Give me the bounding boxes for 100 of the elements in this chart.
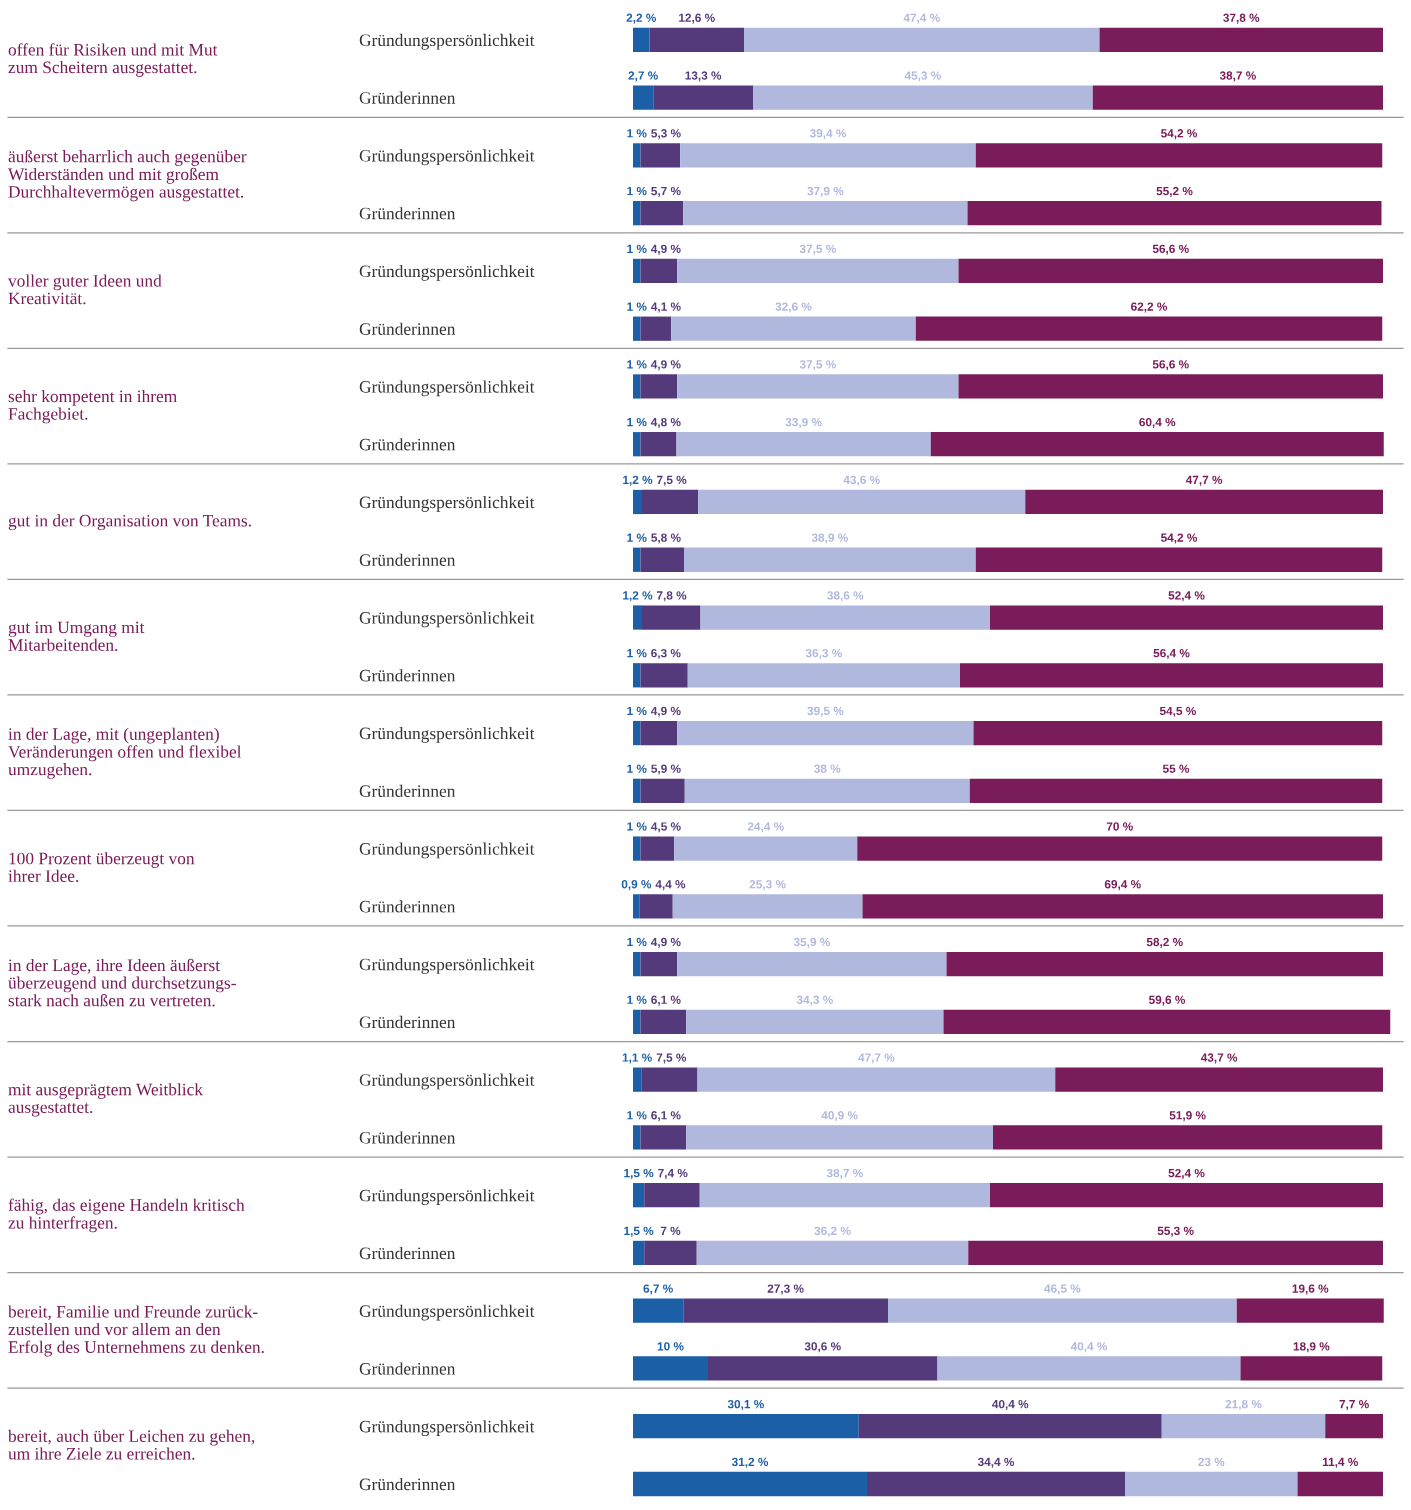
data-label: 1 % [627,186,647,196]
data-label: 4,9 % [650,706,681,717]
data-label: 4,9 % [650,360,681,371]
y-tick-label: Gründerinnen [359,1246,456,1260]
bar [633,720,641,746]
bar [1325,1414,1383,1439]
data-label: 4,9 % [650,244,681,255]
y-tick-label: Gründungspersönlichkeit [359,842,535,859]
bar [633,605,642,630]
bar [674,836,858,861]
data-label: 36,3 % [805,648,842,660]
bar [633,143,641,168]
bar [640,836,675,861]
bar [633,1240,645,1266]
bar [1236,1298,1384,1323]
data-label: 1 % [627,533,647,542]
bar [640,720,678,746]
data-label: 7,5 % [657,475,687,486]
data-label: 4,9 % [650,937,681,948]
data-label: 54,2 % [1160,533,1198,544]
data-label: 56,6 % [1152,360,1189,371]
data-label: 54,5 % [1159,706,1196,717]
data-label: 31,2 % [731,1457,769,1468]
bar [696,1240,969,1266]
y-tick-label: Gründungspersönlichkeit [359,958,535,974]
bar [633,201,641,226]
data-label: 46,5 % [1044,1284,1081,1295]
bar [644,1183,700,1208]
bar [653,85,753,110]
y-tick-label: Gründerinnen [359,900,456,913]
bar [633,1183,645,1208]
data-label: 38,7 % [826,1168,863,1179]
text: in der Lage, mit (ungeplanten) Veränderungen offen und flexibel umzugehen. [8,727,242,779]
y-tick-label: Gründerinnen [359,1015,456,1029]
data-label: 33,9 % [785,417,822,428]
data-label: 55,2 % [1156,186,1193,197]
bar [677,258,959,284]
y-tick-label: Gründungspersönlichkeit [359,611,535,628]
y-tick-label: Gründerinnen [359,669,456,682]
bar [633,258,641,284]
text: bereit, auch über Leichen zu gehen, um ihre Ziele zu erreichen. [8,1429,255,1460]
bar [633,489,642,515]
bar [687,663,960,688]
bar [676,432,931,457]
data-label: 55,3 % [1157,1226,1194,1237]
data-label: 1,1 % [622,1053,652,1064]
data-label: 7,4 % [658,1168,688,1179]
text: gut in der Organisation von Teams. [8,514,251,531]
bar [680,143,976,168]
data-label: 11,4 % [1322,1457,1358,1468]
bar [640,663,688,688]
data-label: 56,6 % [1152,244,1189,255]
data-label: 62,2 % [1131,302,1168,313]
text: 100 Prozent überzeugt von ihrer Idee. [8,852,195,883]
data-label: 39,5 % [807,706,844,717]
bar [633,778,641,803]
bar [930,432,1384,457]
data-label: 27,3 % [767,1284,804,1295]
bar [639,894,673,919]
bar [753,85,1093,110]
y-tick-label: Gründungspersönlichkeit [359,1073,535,1090]
bar [708,1356,938,1381]
bar [1099,27,1383,52]
bar [633,1067,642,1092]
bar [633,1125,641,1150]
y-tick-label: Gründerinnen [359,322,456,335]
bar [640,547,684,572]
bar [1125,1471,1298,1497]
data-label: 38,9 % [811,533,848,544]
data-label: 1,5 % [624,1226,654,1237]
data-label: 18,9 % [1293,1342,1330,1353]
bar [642,489,699,515]
text: sehr kompetent in ihrem Fachgebiet. [8,390,177,424]
bar [672,894,863,919]
y-tick-label: Gründungspersönlichkeit [359,1189,535,1205]
text: fähig, das eigene Handeln kritisch zu hinterfragen. [8,1198,245,1233]
data-label: 39,4 % [809,129,847,140]
y-tick-label: Gründerinnen [359,1131,456,1144]
bar [990,1183,1383,1208]
data-label: 1 % [627,129,647,138]
data-label: 70 % [1106,822,1133,831]
text: gut im Umgang mit Mitarbeitenden. [8,621,145,651]
data-label: 43,7 % [1200,1053,1238,1064]
data-label: 1 % [627,995,647,1004]
y-tick-label: Gründungspersönlichkeit [359,727,535,743]
data-label: 38,7 % [1219,71,1256,82]
y-tick-label: Gründerinnen [359,207,456,220]
bar [640,1125,687,1150]
data-label: 47,7 % [858,1053,895,1064]
data-label: 12,6 % [679,13,715,24]
bar [973,720,1383,746]
data-label: 1,2 % [623,591,653,602]
bar [642,605,701,630]
y-tick-label: Gründungspersönlichkeit [359,33,535,50]
bar [990,605,1383,630]
text: bereit, Familie und Freunde zurück- zustellen und vor allem an den Erfolg des Unternehmens zu denken. [8,1305,264,1357]
data-label: 4,8 % [650,417,681,428]
bar [857,836,1383,861]
y-tick-label: Gründerinnen [359,553,456,566]
bar [677,720,974,746]
